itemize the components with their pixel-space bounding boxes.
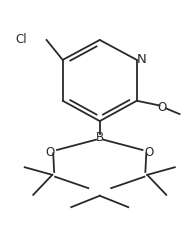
Text: O: O: [158, 100, 167, 113]
Text: O: O: [46, 145, 55, 158]
Text: B: B: [96, 131, 104, 144]
Text: Cl: Cl: [15, 33, 27, 46]
Text: O: O: [145, 145, 154, 158]
Text: N: N: [137, 53, 146, 66]
